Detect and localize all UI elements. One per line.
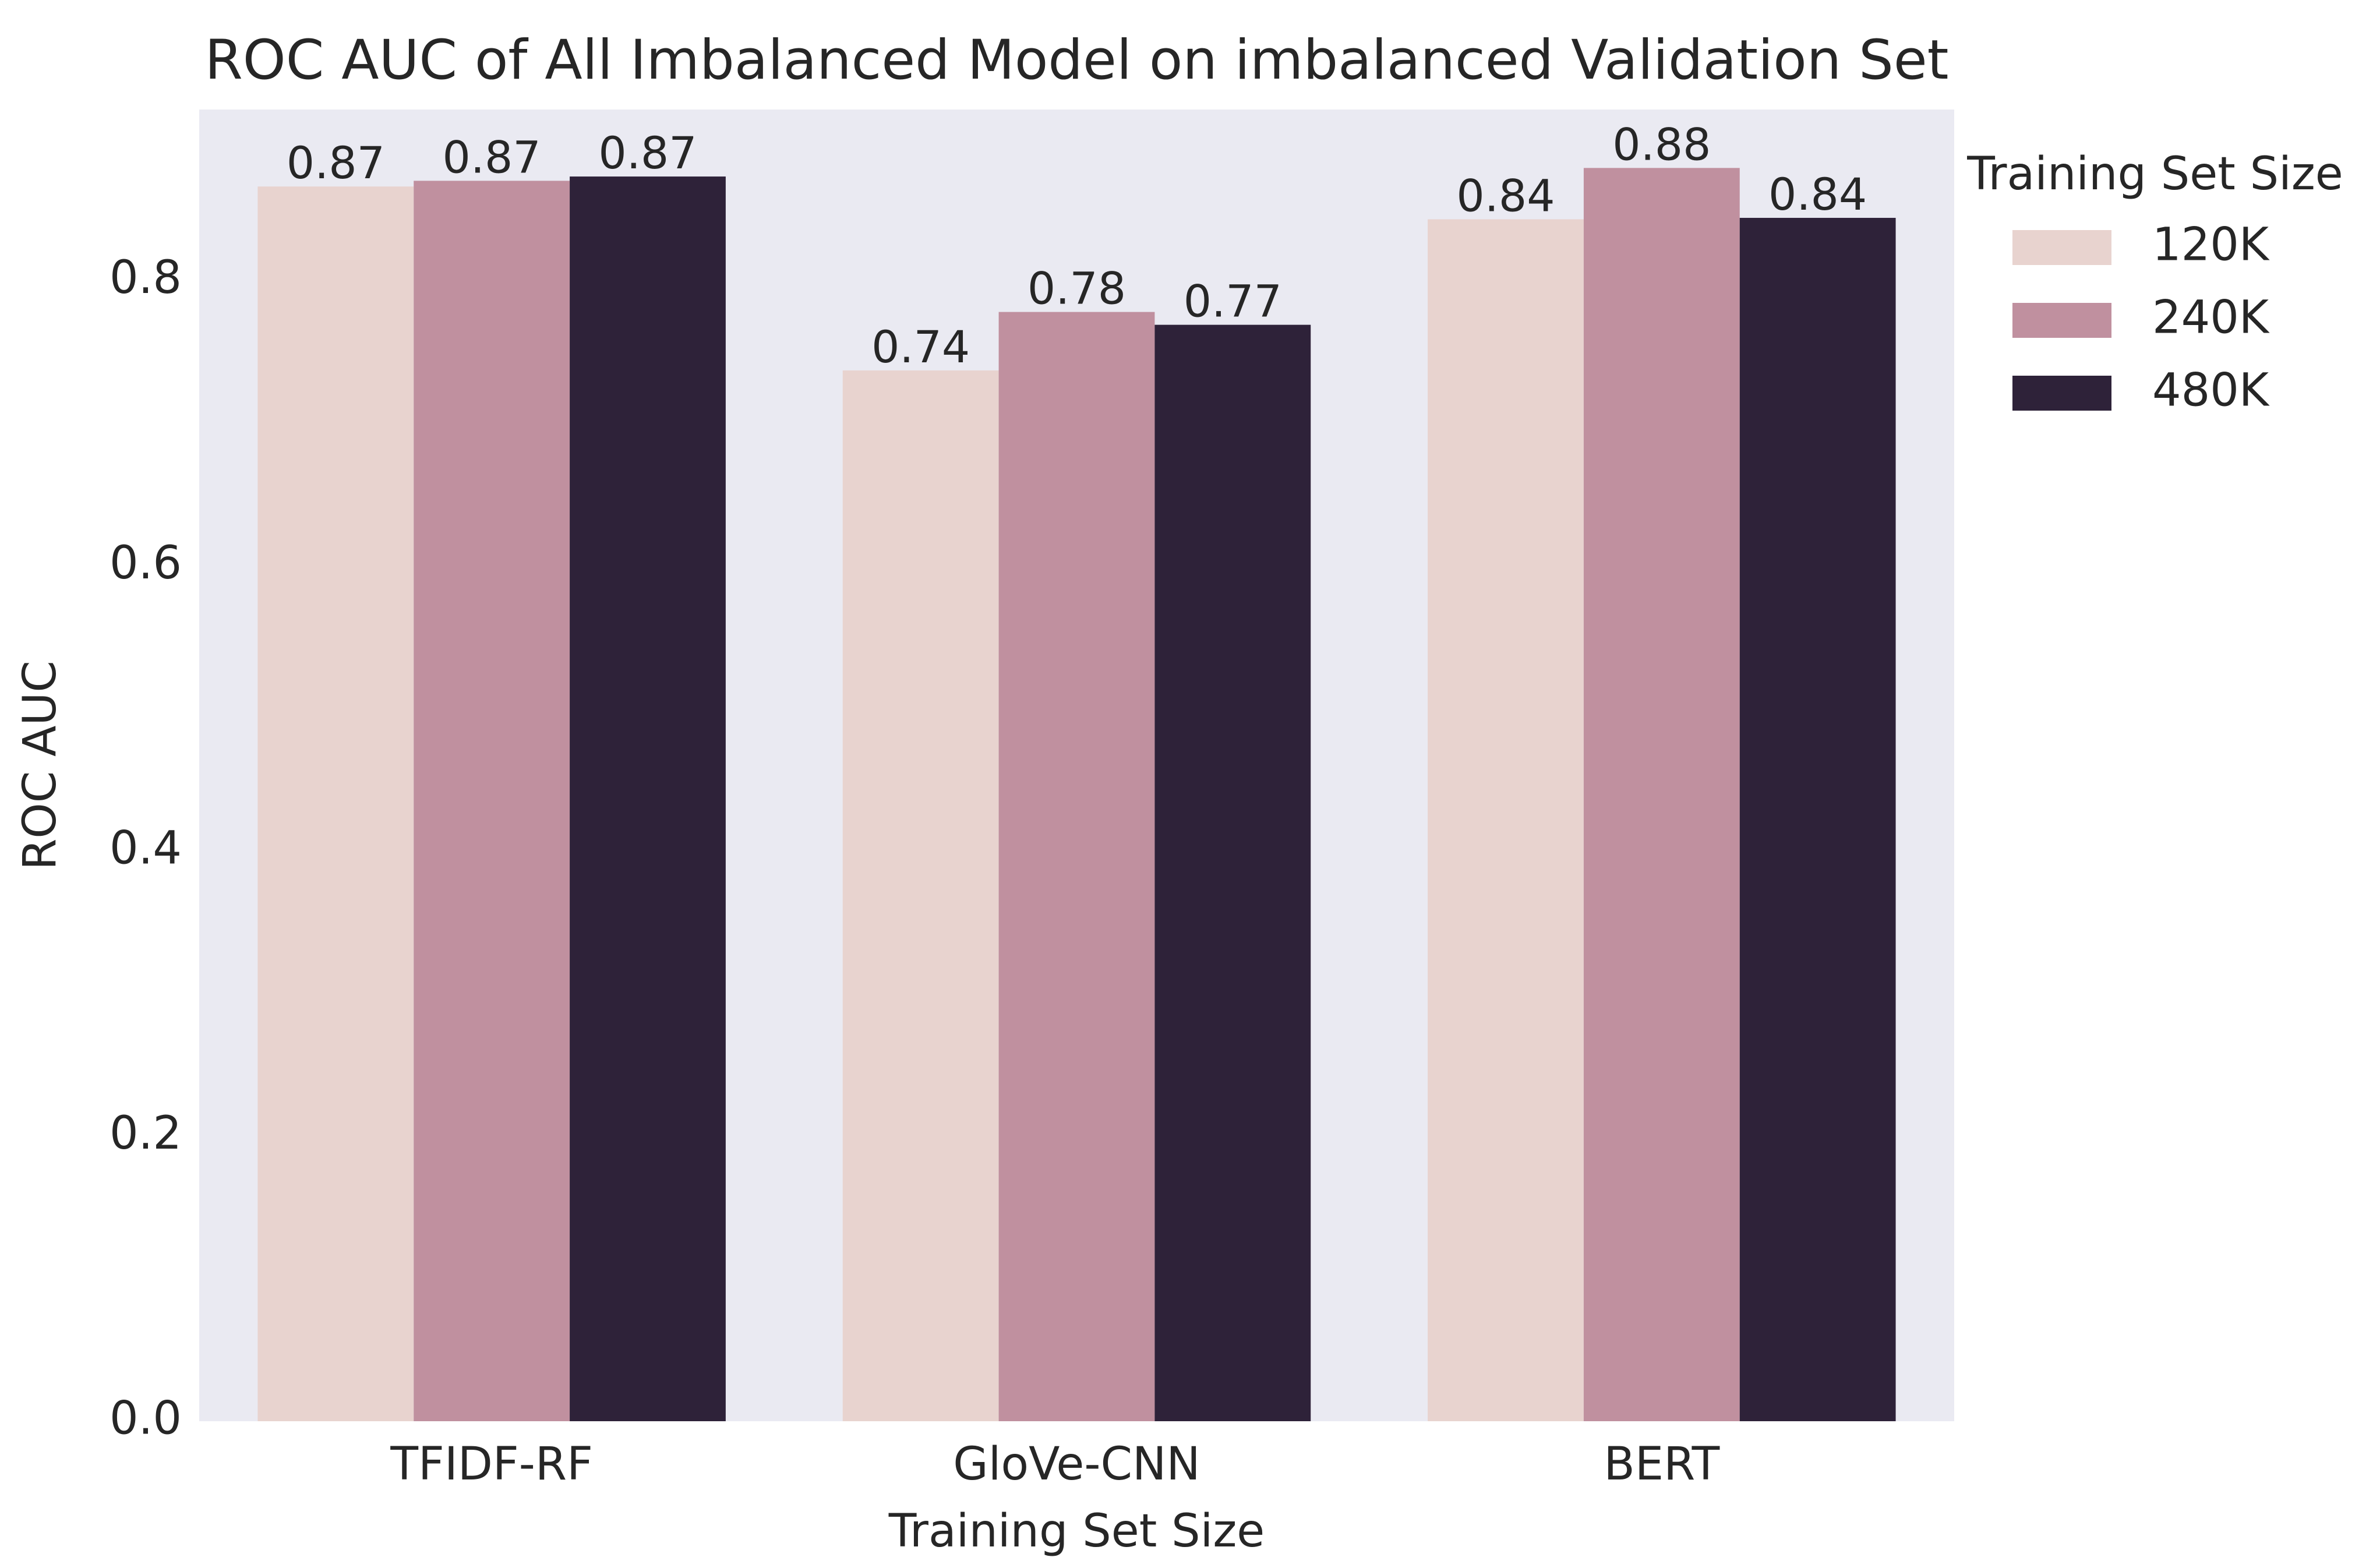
legend-items: 120K 240K 480K <box>2012 218 2270 416</box>
bar-120k-glove-cnn <box>842 370 999 1421</box>
y-tick-label: 0.0 <box>110 1392 182 1445</box>
y-tick-label: 0.4 <box>110 822 182 874</box>
y-axis-ticks: 0.0 0.2 0.4 0.6 0.8 <box>110 252 182 1445</box>
bar-value-label: 0.84 <box>1768 168 1867 220</box>
legend-swatch <box>2012 303 2111 338</box>
bar-240k-bert <box>1583 168 1740 1422</box>
legend-swatch <box>2012 376 2111 411</box>
y-axis-label: ROC AUC <box>14 661 66 870</box>
legend: Training Set Size 120K 240K 480K <box>1966 148 2343 416</box>
x-axis-label: Training Set Size <box>888 1505 1265 1558</box>
bar-480k-tfidf-rf <box>570 176 726 1421</box>
x-tick-label: TFIDF-RF <box>390 1438 593 1491</box>
chart-title: ROC AUC of All Imbalanced Model on imbal… <box>204 29 1948 92</box>
bar-240k-tfidf-rf <box>414 181 570 1421</box>
legend-swatch <box>2012 230 2111 265</box>
legend-title: Training Set Size <box>1966 148 2343 200</box>
legend-label: 120K <box>2152 218 2270 271</box>
bar-value-label: 0.87 <box>287 137 385 189</box>
bar-value-label: 0.87 <box>598 127 697 179</box>
bar-120k-bert <box>1428 219 1584 1421</box>
x-tick-label: BERT <box>1604 1438 1719 1491</box>
bar-480k-glove-cnn <box>1154 324 1311 1421</box>
bar-value-label: 0.84 <box>1456 169 1555 221</box>
bar-value-label: 0.77 <box>1184 276 1282 327</box>
legend-label: 480K <box>2152 364 2270 416</box>
bar-value-label: 0.78 <box>1027 263 1126 315</box>
y-tick-label: 0.6 <box>110 537 182 589</box>
bars-layer <box>257 168 1896 1422</box>
bar-120k-tfidf-rf <box>257 186 414 1421</box>
x-tick-label: GloVe-CNN <box>953 1438 1200 1491</box>
x-axis-ticks: TFIDF-RF GloVe-CNN BERT <box>390 1438 1719 1491</box>
legend-label: 240K <box>2152 291 2270 344</box>
y-tick-label: 0.8 <box>110 252 182 304</box>
bar-480k-bert <box>1739 218 1896 1422</box>
bar-value-label: 0.74 <box>871 321 970 373</box>
bar-value-label: 0.88 <box>1612 118 1711 170</box>
bar-240k-glove-cnn <box>998 312 1155 1421</box>
bar-labels-layer: 0.87 0.87 0.87 0.74 0.78 0.77 0.84 0.88 0.84 <box>287 118 1867 373</box>
y-tick-label: 0.2 <box>110 1107 182 1160</box>
bar-value-label: 0.87 <box>443 131 541 183</box>
